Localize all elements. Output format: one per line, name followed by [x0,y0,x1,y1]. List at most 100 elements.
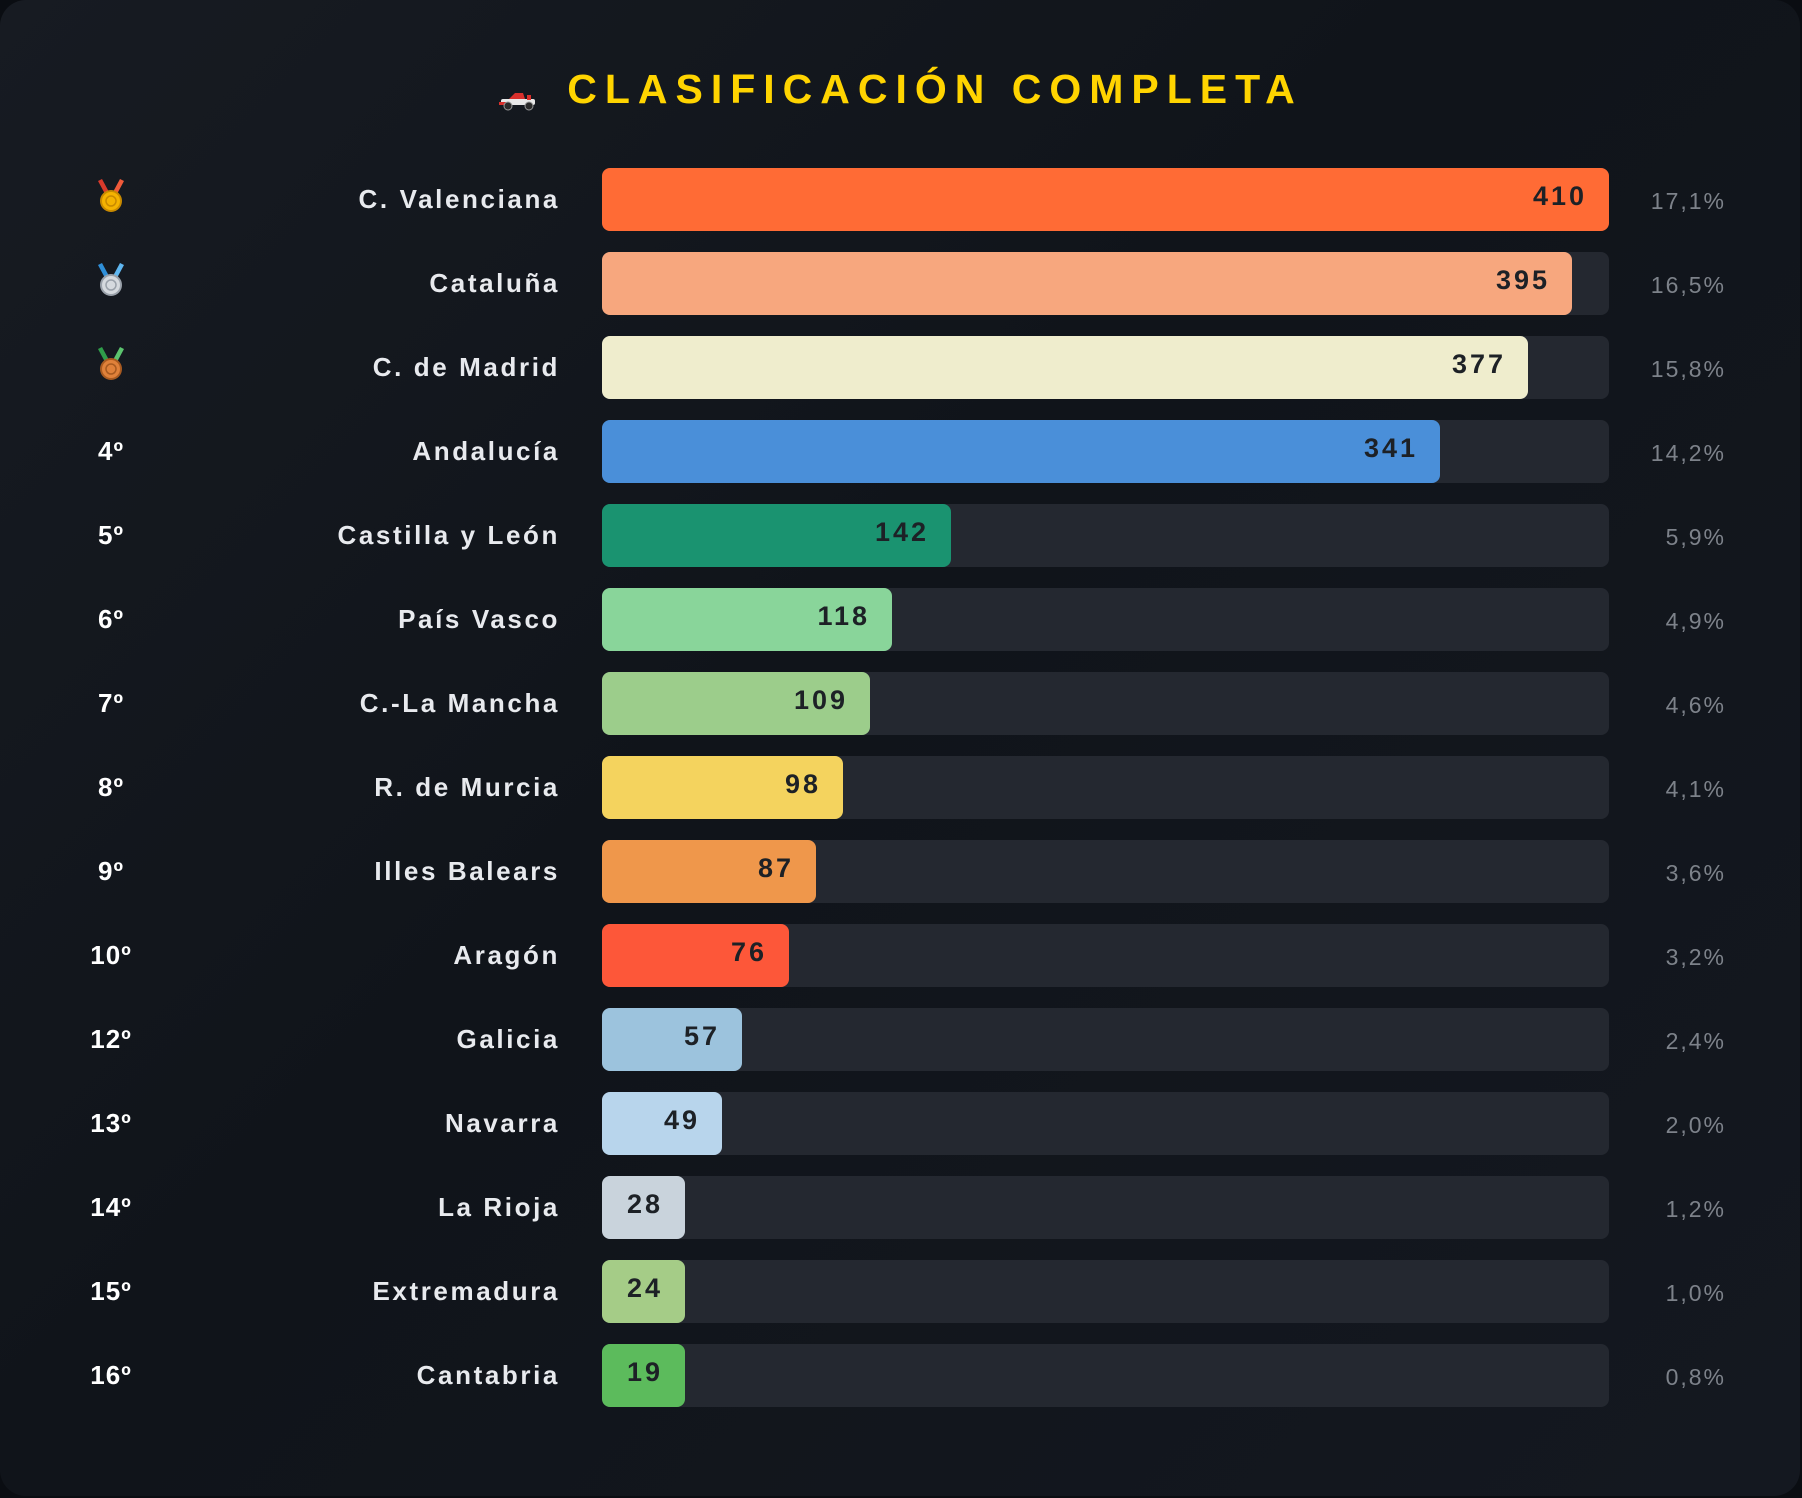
region-label: Cataluña [429,268,560,298]
region-label: R. de Murcia [374,772,560,802]
bar: 377 [602,336,1528,399]
chart-title: CLASIFICACIÓN COMPLETA [567,66,1303,112]
percentage-label: 4,9% [1665,608,1726,634]
bar: 98 [602,756,843,819]
bar-value-label: 98 [784,769,821,799]
bar-track: 98 [602,756,1609,819]
percentage-label: 3,2% [1665,944,1726,970]
bar: 57 [602,1008,742,1071]
region-label: Extremadura [372,1276,560,1306]
rank-label: 8º [98,772,124,802]
bar-track: 410 [602,168,1609,231]
region-label: Aragón [453,940,560,970]
bar-value-label: 118 [817,601,870,631]
percentage-label: 1,2% [1665,1196,1726,1222]
bar-track: 28 [602,1176,1609,1239]
bar-track: 142 [602,504,1609,567]
region-label: C.-La Mancha [359,688,560,718]
bar: 142 [602,504,951,567]
region-label: Castilla y León [337,520,560,550]
chart-row: 5º Castilla y León 142 5,9% [0,504,1800,567]
race-car-icon [497,73,541,111]
bar-track: 24 [602,1260,1609,1323]
bar-value-label: 109 [793,685,848,715]
chart-row: 4º Andalucía 341 14,2% [0,420,1800,483]
percentage-label: 2,0% [1665,1112,1726,1138]
chart-row: C. Valenciana 410 17,1% [0,168,1800,231]
bar-track: 341 [602,420,1609,483]
percentage-label: 5,9% [1665,524,1726,550]
region-label: Cantabria [416,1360,560,1390]
percentage-label: 0,8% [1665,1364,1726,1390]
percentage-label: 16,5% [1650,272,1726,298]
region-label: La Rioja [438,1192,560,1222]
bar: 87 [602,840,816,903]
chart-row: 7º C.-La Mancha 109 4,6% [0,672,1800,735]
rank-label: 6º [98,604,124,634]
bronze-medal-icon [70,336,152,399]
bar-track: 109 [602,672,1609,735]
chart-title-row: CLASIFICACIÓN COMPLETA [0,62,1800,116]
rank-label: 10º [90,940,132,970]
rank-label: 5º [98,520,124,550]
bar: 76 [602,924,789,987]
rank-label: 12º [90,1024,132,1054]
bar-track: 395 [602,252,1609,315]
bar-track: 76 [602,924,1609,987]
percentage-label: 17,1% [1650,188,1726,214]
silver-medal-icon [70,252,152,315]
chart-row: 10º Aragón 76 3,2% [0,924,1800,987]
rank-label: 15º [90,1276,132,1306]
bar-value-label: 395 [1495,265,1550,295]
region-label: Navarra [444,1108,560,1138]
bar-track: 118 [602,588,1609,651]
region-label: Galicia [456,1024,560,1054]
bar: 24 [602,1260,685,1323]
bar-track: 87 [602,840,1609,903]
chart-row: 8º R. de Murcia 98 4,1% [0,756,1800,819]
bar-value-label: 76 [730,937,767,967]
bar-value-label: 28 [626,1189,663,1219]
bar-track: 19 [602,1344,1609,1407]
bar-value-label: 377 [1451,349,1506,379]
bar-value-label: 87 [757,853,794,883]
rank-label: 13º [90,1108,132,1138]
chart-row: Cataluña 395 16,5% [0,252,1800,315]
bar: 395 [602,252,1572,315]
region-label: País Vasco [398,604,560,634]
bar-value-label: 341 [1363,433,1418,463]
chart-row: 6º País Vasco 118 4,9% [0,588,1800,651]
bar-value-label: 19 [626,1357,663,1387]
bar: 109 [602,672,870,735]
chart-row: C. de Madrid 377 15,8% [0,336,1800,399]
bar-value-label: 24 [626,1273,663,1303]
bar-track: 57 [602,1008,1609,1071]
chart-row: 12º Galicia 57 2,4% [0,1008,1800,1071]
rank-label: 7º [98,688,124,718]
chart-row: 15º Extremadura 24 1,0% [0,1260,1800,1323]
percentage-label: 3,6% [1665,860,1726,886]
gold-medal-icon [70,168,152,231]
bar-track: 377 [602,336,1609,399]
bar-value-label: 142 [874,517,929,547]
chart-row: 9º Illes Balears 87 3,6% [0,840,1800,903]
percentage-label: 4,1% [1665,776,1726,802]
rank-label: 16º [90,1360,132,1390]
percentage-label: 15,8% [1650,356,1726,382]
bar-track: 49 [602,1092,1609,1155]
rank-label: 4º [98,436,124,466]
bar-value-label: 410 [1532,181,1587,211]
chart-row: 14º La Rioja 28 1,2% [0,1176,1800,1239]
rank-label: 14º [90,1192,132,1222]
region-label: C. de Madrid [372,352,560,382]
bar: 49 [602,1092,722,1155]
region-label: C. Valenciana [358,184,560,214]
chart-row: 16º Cantabria 19 0,8% [0,1344,1800,1407]
bar: 410 [602,168,1609,231]
chart-row: 13º Navarra 49 2,0% [0,1092,1800,1155]
percentage-label: 4,6% [1665,692,1726,718]
bar-value-label: 49 [663,1105,700,1135]
percentage-label: 1,0% [1665,1280,1726,1306]
percentage-label: 2,4% [1665,1028,1726,1054]
